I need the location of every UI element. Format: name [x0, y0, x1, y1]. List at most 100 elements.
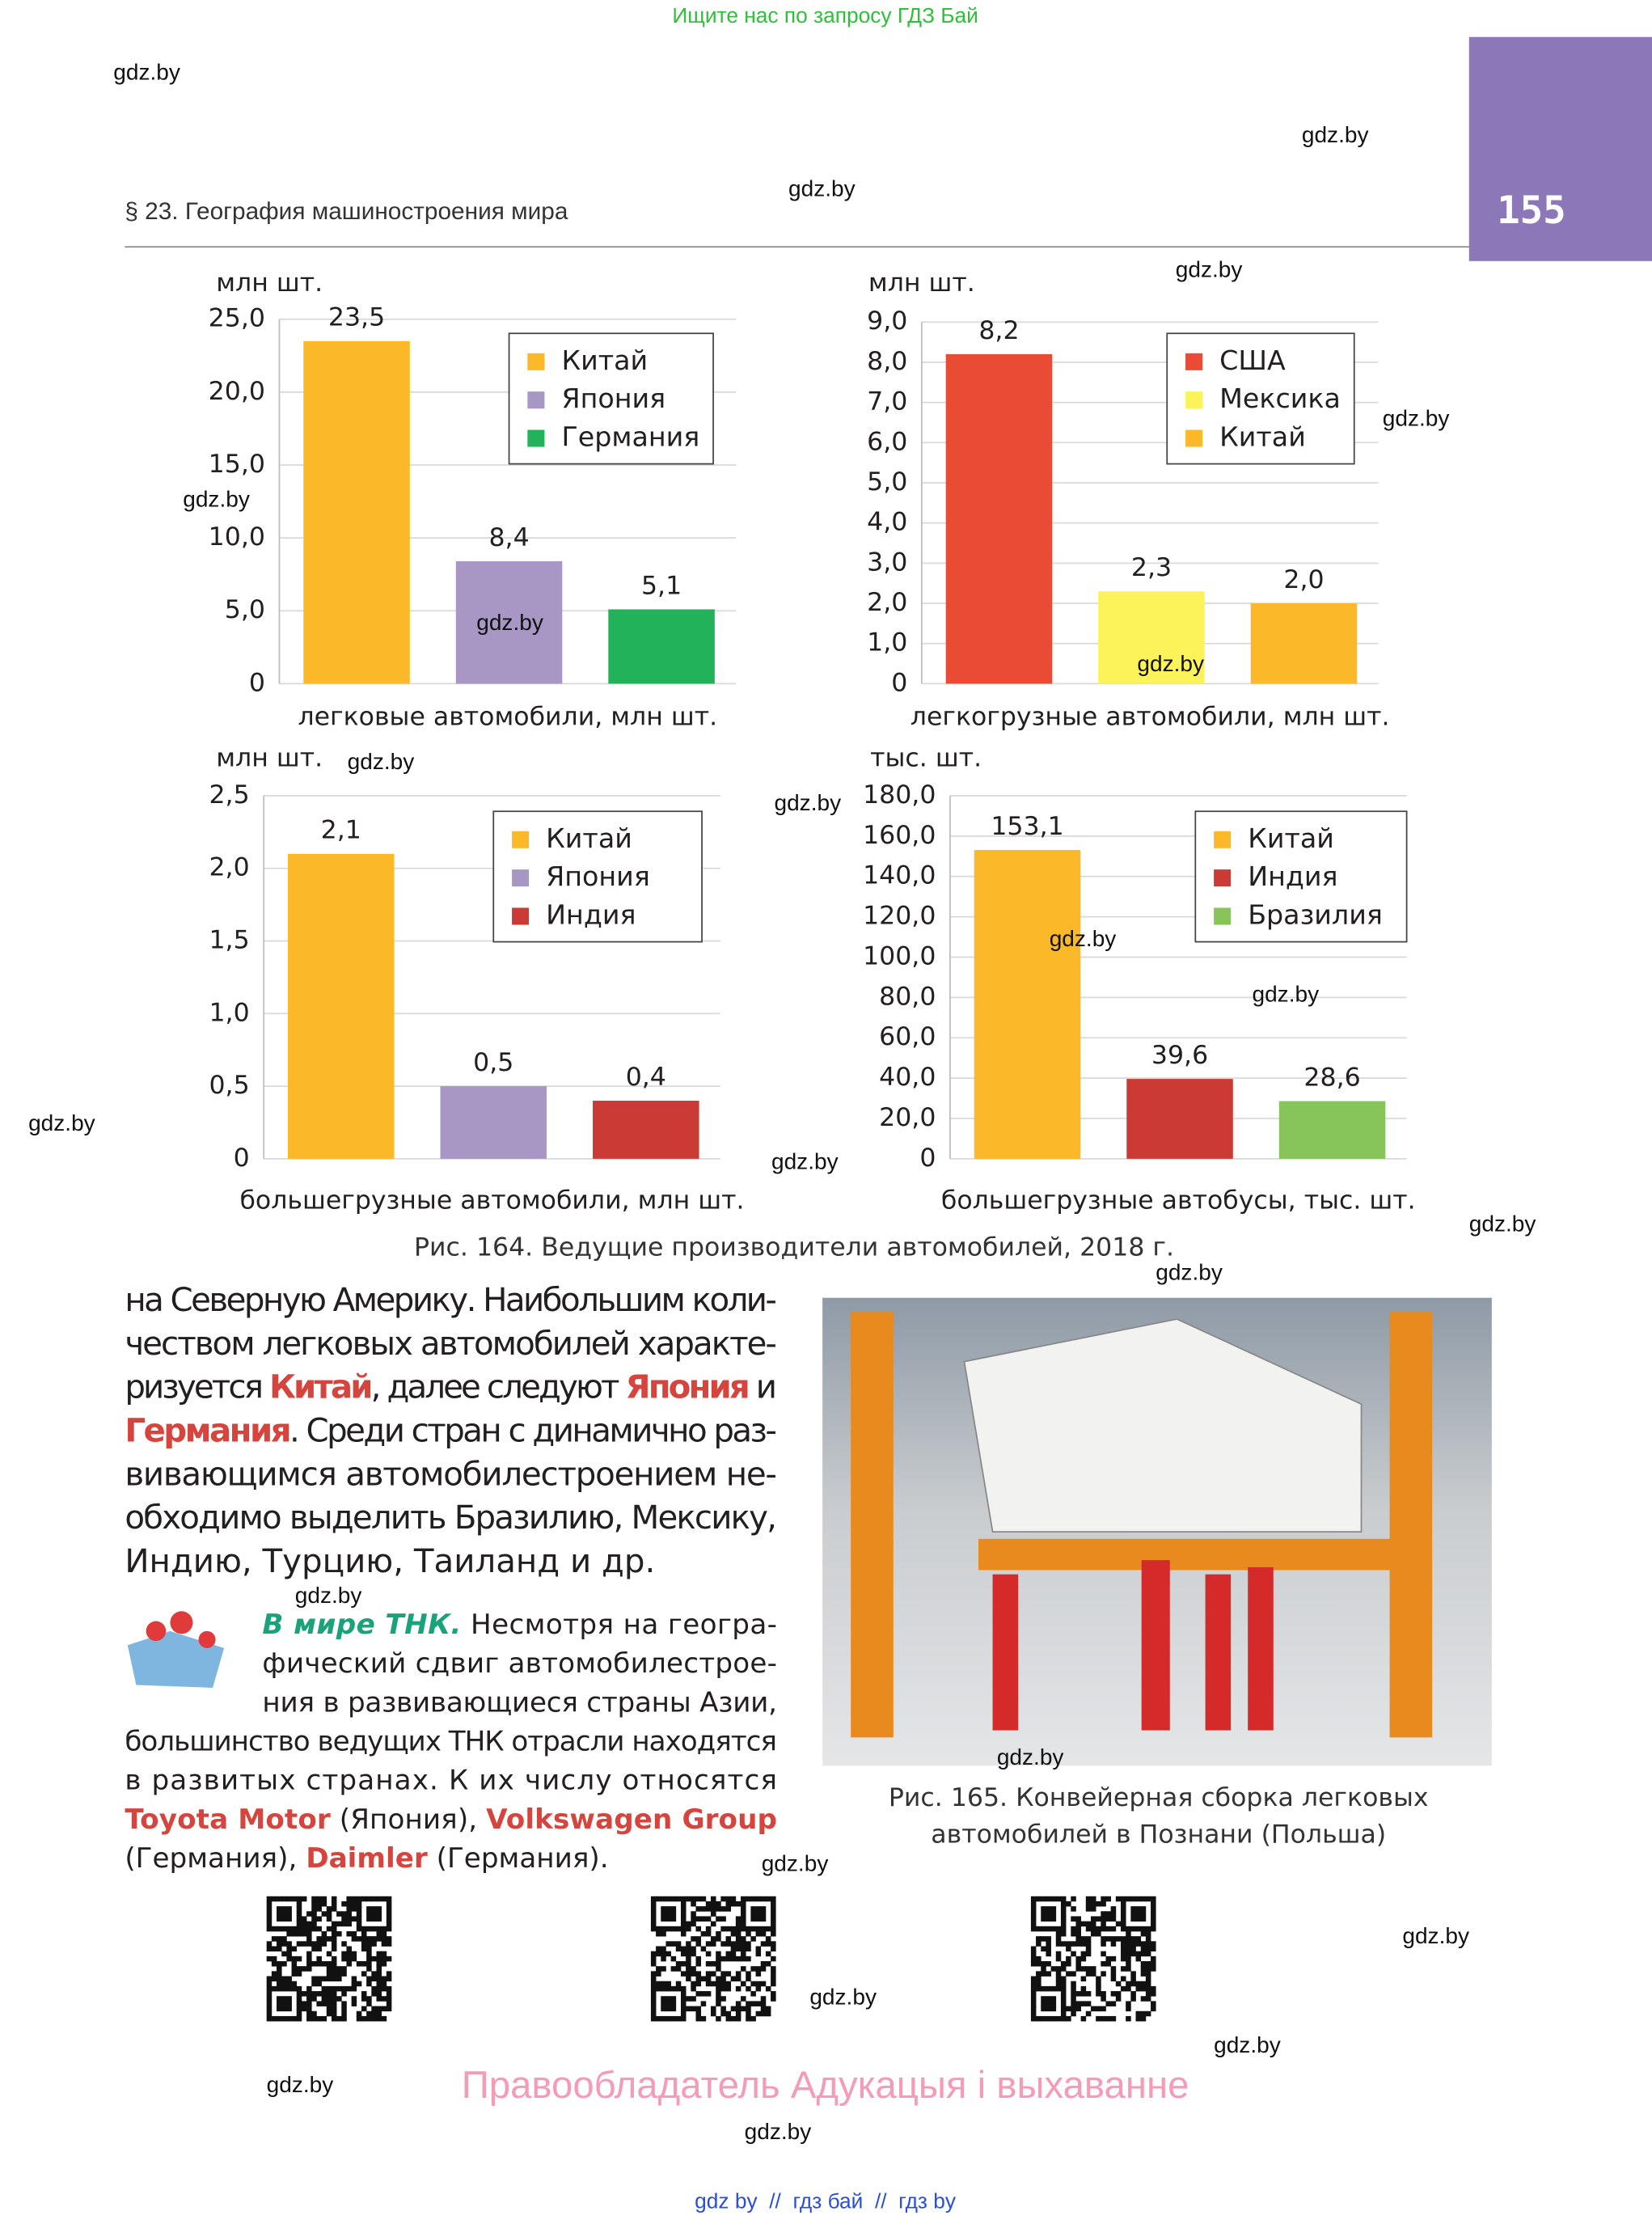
- qr-cell: [1096, 1926, 1101, 1932]
- watermark: gdz.by: [774, 790, 841, 815]
- qr-cell: [741, 1906, 746, 1912]
- qr-cell: [771, 1976, 776, 1982]
- run: на Северную Америку. Наибольшим коли-: [125, 1281, 777, 1319]
- qr-cell: [326, 2006, 332, 2012]
- qr-cell: [661, 1906, 666, 1912]
- qr-cell: [321, 2001, 327, 2006]
- watermark: gdz.by: [1402, 1923, 1469, 1948]
- qr-cell: [680, 1896, 687, 1902]
- qr-cell: [1046, 1926, 1051, 1932]
- qr-cell: [1060, 1911, 1067, 1917]
- qr-cell: [691, 1916, 696, 1922]
- qr-cell: [361, 1996, 367, 2002]
- value-label: 39,6: [1151, 1041, 1208, 1070]
- qr-cell: [1126, 1961, 1131, 1967]
- qr-cell: [1030, 1961, 1037, 1967]
- qr-cell: [1145, 1930, 1151, 1937]
- qr-cell: [301, 2006, 307, 2012]
- qr-cell: [277, 1976, 282, 1982]
- qr-cell: [1145, 2010, 1151, 2017]
- qr-cell: [1075, 1956, 1081, 1962]
- qr-cell: [716, 1996, 721, 2002]
- value-label: 0,4: [626, 1063, 666, 1092]
- qr-cell: [700, 1916, 707, 1922]
- qr-cell: [1041, 1926, 1046, 1932]
- qr-cell: [386, 1941, 392, 1947]
- qr-cell: [1041, 1971, 1046, 1977]
- qr-cell: [286, 1926, 292, 1932]
- qr-cell: [381, 1926, 387, 1932]
- qr-cell: [1101, 1951, 1106, 1957]
- qr-cell: [771, 1981, 776, 1987]
- y-tick-label: 10,0: [209, 522, 265, 552]
- qr-cell: [326, 1951, 332, 1957]
- qr-cell: [277, 1906, 282, 1912]
- qr-cell: [700, 1976, 707, 1982]
- y-tick-label: 3,0: [867, 548, 907, 577]
- qr-cell: [361, 1971, 367, 1977]
- y-tick-label: 40,0: [879, 1063, 936, 1092]
- qr-cell: [670, 1911, 677, 1917]
- qr-cell: [1041, 1911, 1046, 1917]
- qr-cell: [760, 1981, 767, 1987]
- qr-cell: [1130, 1941, 1136, 1947]
- qr-cell: [686, 1951, 691, 1957]
- qr-cell: [1121, 1896, 1126, 1902]
- qr-cell: [1135, 2015, 1142, 2022]
- qr-cell: [1060, 1981, 1067, 1987]
- qr-cell: [1126, 2015, 1131, 2022]
- qr-cell: [366, 1936, 372, 1942]
- qr-cell: [361, 1936, 367, 1942]
- qr-cell: [1046, 2015, 1051, 2022]
- text-line: (Германия), Daimler (Германия).: [125, 1842, 608, 1875]
- chart: тыс. шт. 0 20,0 40,0 60,0 80,0 100,0 120,0 140,0…: [863, 743, 1416, 1215]
- qr-cell: [1071, 1996, 1076, 2002]
- text-line: большинство ведущих ТНК отрасли находятс…: [125, 1725, 777, 1757]
- qr-cell: [1050, 1896, 1057, 1902]
- qr-cell: [1085, 1926, 1092, 1932]
- qr-cell: [746, 2010, 751, 2017]
- qr-cell: [1145, 1985, 1151, 1992]
- qr-cell: [1060, 2006, 1067, 2012]
- qr-cell: [341, 1971, 347, 1977]
- qr-cell: [281, 1985, 287, 1992]
- qr-cell: [296, 2010, 302, 2017]
- qr-cell: [321, 1941, 327, 1947]
- legend-label: Мексика: [1219, 383, 1341, 414]
- figure-caption: Рис. 165. Конвейерная сборка легковых: [889, 1783, 1429, 1812]
- watermark: gdz.by: [113, 60, 180, 85]
- qr-cell: [1090, 1966, 1096, 1972]
- qr-cell: [296, 1921, 302, 1927]
- qr-cell: [1036, 1896, 1041, 1902]
- qr-cell: [346, 1921, 352, 1927]
- qr-cell: [1075, 1966, 1081, 1972]
- qr-cell: [277, 1916, 282, 1922]
- qr-cell: [650, 1901, 657, 1907]
- qr-cell: [720, 1996, 726, 2002]
- qr-cell: [750, 2015, 756, 2022]
- qr-cell: [1050, 2015, 1057, 2022]
- qr-cell: [1085, 1936, 1092, 1942]
- qr-cell: [346, 1956, 352, 1962]
- qr-cell: [1130, 1906, 1136, 1912]
- qr-cell: [771, 1996, 776, 2002]
- qr-cell: [1080, 1951, 1087, 1957]
- qr-cell: [710, 1961, 716, 1967]
- qr-cell: [680, 2001, 687, 2006]
- qr-cell: [1115, 1896, 1122, 1902]
- qr-cell: [710, 1901, 716, 1907]
- qr-cell: [650, 1981, 657, 1987]
- qr-cell: [1036, 1985, 1041, 1992]
- watermark: gdz.by: [771, 1149, 839, 1174]
- qr-cell: [336, 1921, 342, 1927]
- qr-cell: [1055, 1976, 1062, 1982]
- qr-cell: [376, 1966, 382, 1972]
- qr-cell: [760, 1926, 767, 1932]
- qr-cell: [735, 2006, 741, 2012]
- qr-cell: [286, 1976, 292, 1982]
- qr-cell: [1121, 1976, 1126, 1982]
- qr-cell: [1050, 1996, 1057, 2002]
- qr-cell: [771, 1911, 776, 1917]
- qr-cell: [316, 1916, 322, 1922]
- qr-cell: [1060, 1921, 1067, 1927]
